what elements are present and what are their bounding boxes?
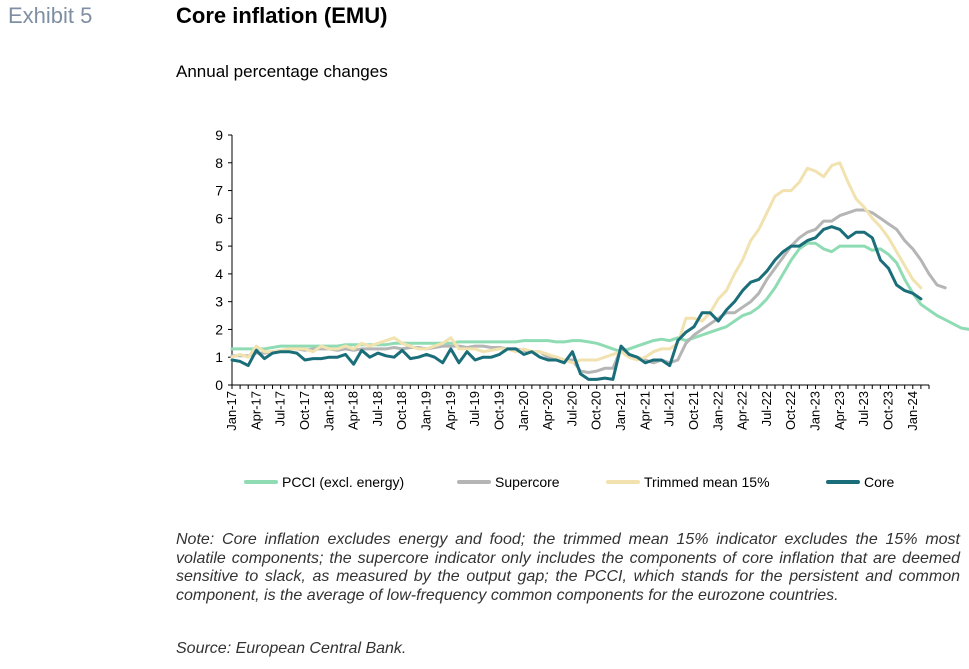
- x-tick-label: Apr-18: [346, 391, 361, 430]
- y-tick-label: 9: [215, 127, 223, 143]
- x-tick-label: Jul-17: [273, 391, 288, 426]
- x-tick-label: Jul-18: [370, 391, 385, 426]
- x-tick-label: Jan-23: [808, 391, 823, 431]
- x-tick-label: Oct-18: [394, 391, 409, 430]
- x-tick-label: Jan-20: [516, 391, 531, 431]
- exhibit-label: Exhibit 5: [8, 3, 93, 28]
- x-tick-label: Apr-17: [248, 391, 263, 430]
- series-line-pcci-excl-energy: [230, 241, 969, 354]
- legend-label-core: Core: [864, 474, 895, 490]
- x-tick-label: Jan-24: [905, 391, 920, 431]
- x-tick-label: Oct-20: [589, 391, 604, 430]
- x-tick-label: Jul-20: [564, 391, 579, 426]
- x-tick-label: Jul-21: [662, 391, 677, 426]
- x-tick-label: Apr-19: [443, 391, 458, 430]
- y-tick-label: 2: [215, 321, 223, 337]
- y-tick-label: 3: [215, 294, 223, 310]
- x-tick-label: Apr-21: [637, 391, 652, 430]
- y-tick-label: 4: [215, 266, 223, 282]
- x-tick-label: Jul-19: [467, 391, 482, 426]
- line-chart: 0 1 2 3 4 5 6 7 8 9 Jan-17 Apr-17 Jul-17 Oct-17 Jan-18…: [215, 127, 969, 490]
- series-line-core: [230, 225, 923, 381]
- y-tick-label: 8: [215, 155, 223, 171]
- x-tick-label: Oct-21: [686, 391, 701, 430]
- x-tick-label: Jan-22: [710, 391, 725, 431]
- x-tick-label: Apr-20: [540, 391, 555, 430]
- x-tick-label: Jan-18: [321, 391, 336, 431]
- y-tick-label: 6: [215, 210, 223, 226]
- chart-note: Note: Core inflation excludes energy and…: [176, 531, 960, 604]
- x-tick-label: Jan-19: [419, 391, 434, 431]
- legend-label-pcci-excl-energy: PCCI (excl. energy): [282, 474, 404, 490]
- x-tick-label: Oct-22: [783, 391, 798, 430]
- x-tick-label: Apr-22: [735, 391, 750, 430]
- x-tick-label: Apr-23: [832, 391, 847, 430]
- chart-subtitle: Annual percentage changes: [176, 62, 388, 81]
- x-tick-label: Jan-17: [224, 391, 239, 431]
- y-tick-label: 5: [215, 238, 223, 254]
- x-tick-label: Jul-22: [759, 391, 774, 426]
- y-tick-label: 1: [215, 349, 223, 365]
- x-tick-label: Oct-19: [491, 391, 506, 430]
- chart-source: Source: European Central Bank.: [176, 640, 407, 657]
- x-tick-label: Oct-17: [297, 391, 312, 430]
- series-line-trimmed-mean-15: [230, 161, 923, 365]
- series-line-supercore: [230, 208, 947, 374]
- chart-title: Core inflation (EMU): [176, 3, 388, 28]
- legend-label-trimmed-mean-15: Trimmed mean 15%: [644, 474, 770, 490]
- x-tick-label: Oct-23: [880, 391, 895, 430]
- x-tick-label: Jul-23: [856, 391, 871, 426]
- y-tick-label: 7: [215, 183, 223, 199]
- x-tick-label: Jan-21: [613, 391, 628, 431]
- legend-label-supercore: Supercore: [495, 474, 560, 490]
- y-tick-label: 0: [215, 377, 223, 393]
